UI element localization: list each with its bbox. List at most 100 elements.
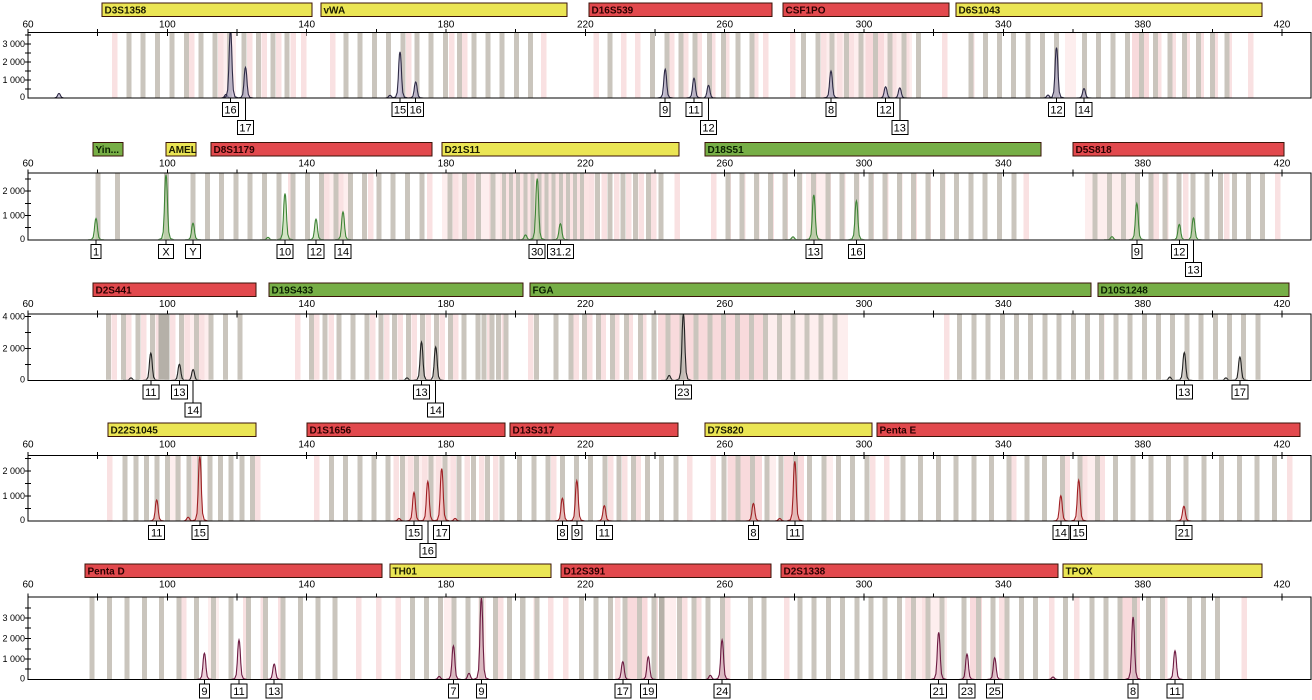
svg-text:21: 21 bbox=[933, 686, 945, 698]
svg-text:380: 380 bbox=[1134, 20, 1151, 31]
svg-text:14: 14 bbox=[337, 246, 349, 258]
svg-text:140: 140 bbox=[298, 440, 315, 451]
svg-text:13: 13 bbox=[1178, 387, 1190, 399]
svg-text:11: 11 bbox=[789, 528, 800, 540]
svg-text:14: 14 bbox=[430, 405, 442, 417]
svg-text:17: 17 bbox=[1234, 387, 1246, 399]
svg-text:140: 140 bbox=[298, 20, 315, 31]
svg-text:24: 24 bbox=[716, 686, 728, 698]
svg-text:13: 13 bbox=[894, 123, 906, 135]
svg-text:1 000: 1 000 bbox=[2, 654, 25, 664]
svg-text:Y: Y bbox=[189, 246, 197, 258]
svg-text:140: 140 bbox=[298, 580, 315, 591]
svg-text:260: 260 bbox=[716, 580, 733, 591]
svg-text:7: 7 bbox=[450, 686, 456, 698]
svg-text:31.2: 31.2 bbox=[550, 246, 571, 258]
svg-text:1 000: 1 000 bbox=[2, 75, 25, 85]
svg-text:23: 23 bbox=[961, 686, 973, 698]
svg-text:340: 340 bbox=[995, 299, 1012, 310]
svg-text:380: 380 bbox=[1134, 159, 1151, 170]
svg-text:180: 180 bbox=[438, 299, 455, 310]
svg-text:19: 19 bbox=[642, 686, 654, 698]
svg-text:FGA: FGA bbox=[533, 286, 554, 297]
svg-text:380: 380 bbox=[1134, 580, 1151, 591]
svg-text:300: 300 bbox=[856, 20, 873, 31]
svg-text:60: 60 bbox=[22, 580, 34, 591]
svg-text:10: 10 bbox=[279, 246, 291, 258]
svg-text:D22S1045: D22S1045 bbox=[111, 426, 159, 437]
svg-text:16: 16 bbox=[410, 105, 422, 117]
svg-text:420: 420 bbox=[1274, 580, 1291, 591]
svg-text:300: 300 bbox=[856, 440, 873, 451]
svg-text:23: 23 bbox=[677, 387, 689, 399]
svg-text:220: 220 bbox=[577, 20, 594, 31]
svg-text:D2S441: D2S441 bbox=[96, 286, 133, 297]
svg-text:340: 340 bbox=[995, 580, 1012, 591]
svg-text:vWA: vWA bbox=[324, 6, 346, 17]
svg-text:300: 300 bbox=[856, 299, 873, 310]
svg-text:9: 9 bbox=[574, 528, 580, 540]
svg-text:Yin...: Yin... bbox=[96, 145, 120, 156]
svg-text:Penta E: Penta E bbox=[880, 426, 917, 437]
svg-text:16: 16 bbox=[422, 546, 434, 558]
svg-text:12: 12 bbox=[1050, 105, 1062, 117]
svg-text:180: 180 bbox=[438, 580, 455, 591]
svg-text:8: 8 bbox=[1130, 686, 1136, 698]
svg-text:60: 60 bbox=[22, 159, 34, 170]
svg-text:15: 15 bbox=[408, 528, 420, 540]
svg-text:2 000: 2 000 bbox=[2, 186, 25, 196]
svg-text:13: 13 bbox=[268, 686, 280, 698]
svg-text:260: 260 bbox=[716, 20, 733, 31]
svg-text:220: 220 bbox=[577, 159, 594, 170]
svg-text:9: 9 bbox=[662, 105, 668, 117]
svg-text:TH01: TH01 bbox=[393, 567, 418, 578]
svg-text:100: 100 bbox=[159, 159, 176, 170]
svg-text:11: 11 bbox=[151, 528, 162, 540]
svg-text:0: 0 bbox=[20, 674, 25, 684]
svg-text:D18S51: D18S51 bbox=[708, 145, 745, 156]
svg-text:2 000: 2 000 bbox=[2, 343, 25, 353]
svg-text:12: 12 bbox=[310, 246, 322, 258]
svg-text:13: 13 bbox=[415, 387, 427, 399]
svg-text:0: 0 bbox=[20, 92, 25, 102]
svg-text:13: 13 bbox=[1187, 264, 1199, 276]
svg-text:AMEL: AMEL bbox=[169, 145, 197, 156]
svg-text:14: 14 bbox=[187, 405, 199, 417]
svg-text:220: 220 bbox=[577, 440, 594, 451]
svg-text:D10S1248: D10S1248 bbox=[1101, 286, 1149, 297]
svg-text:13: 13 bbox=[173, 387, 185, 399]
svg-text:60: 60 bbox=[22, 299, 34, 310]
svg-text:17: 17 bbox=[436, 528, 448, 540]
svg-text:D13S317: D13S317 bbox=[513, 426, 555, 437]
svg-text:11: 11 bbox=[233, 686, 244, 698]
svg-text:60: 60 bbox=[22, 440, 34, 451]
svg-text:180: 180 bbox=[438, 440, 455, 451]
svg-text:420: 420 bbox=[1274, 20, 1291, 31]
svg-text:TPOX: TPOX bbox=[1066, 567, 1094, 578]
svg-text:17: 17 bbox=[617, 686, 629, 698]
svg-text:9: 9 bbox=[201, 686, 207, 698]
svg-text:16: 16 bbox=[850, 246, 862, 258]
svg-text:180: 180 bbox=[438, 159, 455, 170]
svg-text:1 000: 1 000 bbox=[2, 211, 25, 221]
svg-text:15: 15 bbox=[394, 105, 406, 117]
svg-text:11: 11 bbox=[1169, 686, 1180, 698]
svg-text:100: 100 bbox=[159, 440, 176, 451]
svg-text:11: 11 bbox=[688, 105, 699, 117]
svg-text:CSF1PO: CSF1PO bbox=[786, 6, 826, 17]
svg-text:3 000: 3 000 bbox=[2, 613, 25, 623]
svg-text:380: 380 bbox=[1134, 440, 1151, 451]
svg-text:D19S433: D19S433 bbox=[272, 286, 314, 297]
svg-text:D16S539: D16S539 bbox=[592, 6, 634, 17]
svg-text:0: 0 bbox=[20, 234, 25, 244]
svg-text:100: 100 bbox=[159, 580, 176, 591]
svg-text:220: 220 bbox=[577, 299, 594, 310]
svg-text:12: 12 bbox=[1173, 246, 1185, 258]
svg-text:0: 0 bbox=[20, 374, 25, 384]
svg-text:260: 260 bbox=[716, 159, 733, 170]
svg-text:9: 9 bbox=[478, 686, 484, 698]
svg-text:D3S1358: D3S1358 bbox=[105, 6, 147, 17]
svg-text:30: 30 bbox=[531, 246, 543, 258]
svg-text:0: 0 bbox=[20, 515, 25, 525]
svg-text:60: 60 bbox=[22, 20, 34, 31]
